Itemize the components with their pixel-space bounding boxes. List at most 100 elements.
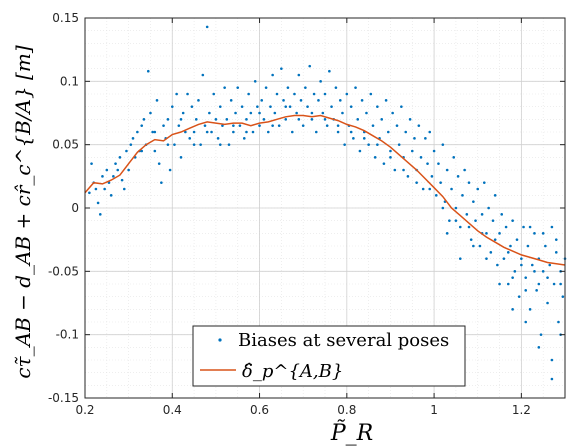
scatter-point — [498, 282, 501, 286]
scatter-point — [112, 175, 115, 178]
scatter-point — [506, 251, 510, 254]
scatter-point — [98, 213, 102, 216]
scatter-point — [345, 92, 349, 96]
scatter-point — [271, 73, 274, 77]
scatter-point — [216, 137, 220, 140]
scatter-point — [177, 124, 181, 127]
scatter-point — [373, 156, 377, 159]
scatter-point — [129, 143, 133, 146]
scatter-point — [384, 99, 388, 102]
scatter-point — [445, 168, 449, 172]
scatter-point — [491, 219, 495, 222]
scatter-point — [548, 263, 552, 267]
scatter-point — [408, 118, 412, 121]
scatter-point — [461, 194, 464, 197]
scatter-point — [229, 99, 233, 102]
scatter-point — [349, 130, 353, 134]
scatter-point — [511, 219, 514, 222]
scatter-point — [434, 194, 438, 197]
x-tick-label: 1 — [430, 403, 438, 417]
scatter-point — [550, 225, 554, 229]
scatter-point — [286, 86, 290, 89]
scatter-point — [280, 67, 283, 70]
scatter-point — [395, 124, 399, 127]
scatter-point — [511, 276, 514, 279]
scatter-point — [432, 149, 436, 153]
x-tick-label: 0.2 — [75, 403, 94, 417]
scatter-point — [356, 118, 360, 121]
scatter-point — [264, 86, 268, 89]
scatter-point — [541, 270, 545, 273]
scatter-point — [236, 86, 240, 89]
scatter-point — [509, 244, 512, 248]
scatter-point — [454, 206, 458, 210]
scatter-point — [304, 86, 307, 89]
scatter-point — [114, 162, 117, 165]
scatter-point — [155, 99, 159, 102]
scatter-point — [441, 206, 445, 210]
scatter-point — [458, 225, 462, 229]
scatter-point — [380, 118, 384, 121]
scatter-point — [376, 143, 379, 146]
scatter-point — [424, 137, 427, 140]
scatter-point — [162, 124, 165, 127]
scatter-point — [552, 282, 556, 286]
scatter-point — [208, 111, 211, 115]
y-tick-labels: -0.15 -0.1 -0.05 0 0.05 0.1 0.15 — [48, 11, 79, 405]
scatter-point — [456, 175, 460, 178]
scatter-point — [522, 225, 525, 229]
scatter-point — [186, 92, 189, 96]
scatter-point — [175, 92, 178, 96]
scatter-point — [325, 124, 329, 127]
scatter-point — [546, 276, 549, 279]
scatter-point — [190, 105, 194, 108]
scatter-point — [188, 137, 192, 140]
legend-label-fit: δ̂_p^{A,B} — [242, 361, 343, 382]
scatter-point — [533, 270, 536, 273]
scatter-point — [192, 130, 196, 134]
scatter-point — [149, 111, 152, 115]
scatter-point — [136, 130, 139, 134]
scatter-point — [146, 69, 150, 73]
scatter-point — [194, 118, 198, 121]
scatter-point — [166, 143, 170, 146]
y-tick-label: -0.15 — [48, 391, 79, 405]
scatter-point — [160, 181, 163, 184]
scatter-point — [299, 99, 303, 102]
scatter-point — [349, 105, 353, 108]
scatter-point — [273, 111, 277, 115]
scatter-point — [354, 86, 357, 89]
scatter-point — [256, 105, 259, 108]
scatter-point — [386, 130, 390, 134]
scatter-point — [469, 238, 473, 241]
scatter-point — [238, 124, 242, 127]
scatter-point — [258, 124, 261, 127]
scatter-point — [343, 143, 346, 146]
scatter-point — [127, 168, 130, 172]
x-tick-label: 0.6 — [250, 403, 269, 417]
scatter-point — [336, 124, 340, 127]
scatter-point — [533, 232, 536, 235]
scatter-point — [478, 244, 482, 248]
scatter-point — [561, 295, 565, 298]
scatter-point — [116, 168, 120, 172]
scatter-point — [166, 118, 170, 121]
scatter-point — [406, 175, 410, 178]
scatter-point — [234, 111, 237, 115]
y-tick-label: -0.1 — [56, 328, 79, 342]
scatter-point — [290, 130, 294, 134]
scatter-point — [109, 194, 113, 197]
scatter-point — [251, 130, 255, 134]
scatter-point — [393, 168, 397, 172]
scatter-point — [421, 187, 425, 191]
scatter-point — [269, 105, 272, 108]
scatter-point — [96, 201, 100, 205]
scatter-point — [496, 263, 499, 267]
legend-label-biases: Biases at several poses — [238, 330, 449, 351]
scatter-point — [179, 156, 183, 159]
fit-line-layer — [84, 114, 566, 266]
scatter-point — [245, 118, 248, 121]
scatter-point — [504, 225, 508, 229]
scatter-point — [439, 181, 442, 184]
